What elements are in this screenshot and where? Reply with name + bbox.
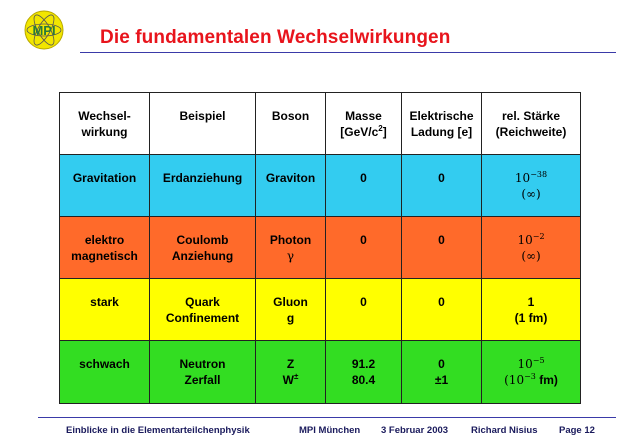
interaction-name: elektro magnetisch <box>59 216 150 279</box>
footer-author: Richard Nisius <box>471 425 538 436</box>
footer-rule <box>38 417 616 418</box>
interactions-table: Wechsel-wirkung Beispiel Boson Masse [GeV… <box>59 92 581 404</box>
example-cell: Erdanziehung <box>149 154 256 217</box>
footer-course: Einblicke in die Elementarteilchenphysik <box>66 425 250 436</box>
strength-cell: 10−38 (∞) <box>481 154 581 217</box>
example-cell: Coulomb Anziehung <box>149 216 256 279</box>
boson-cell: Photon γ <box>255 216 326 279</box>
charge-cell: 0 <box>401 216 482 279</box>
table-row-schwach: schwach Neutron Zerfall Z W± 91.2 80.4 0 ±1 … <box>59 340 581 404</box>
example-cell: Neutron Zerfall <box>149 340 256 404</box>
header-cell: rel. Stärke (Reichweite) <box>481 92 581 155</box>
charge-cell: 0 <box>401 154 482 217</box>
table-row-stark: stark Quark Confinement Gluon g 0 0 1 (1 fm… <box>59 278 581 341</box>
footer-institute: MPI München <box>299 425 361 436</box>
table-row-elektromagnetisch: elektro magnetisch Coulomb Anziehung Photo… <box>59 216 581 279</box>
charge-cell: 0 ±1 <box>401 340 482 404</box>
header-cell: Masse [GeV/c2] <box>325 92 402 155</box>
mass-cell: 0 <box>325 154 402 217</box>
example-cell: Quark Confinement <box>149 278 256 341</box>
interaction-name: stark <box>59 278 150 341</box>
logo-text: MPI <box>32 23 55 38</box>
atom-icon: MPI <box>24 10 64 50</box>
mpi-logo: MPI <box>22 8 66 52</box>
table-row-gravitation: Gravitation Erdanziehung Graviton 0 0 10… <box>59 154 581 217</box>
header-cell: Wechsel-wirkung <box>59 92 150 155</box>
header-cell: Elektrische Ladung [e] <box>401 92 482 155</box>
title-rule <box>80 52 616 53</box>
mass-cell: 0 <box>325 278 402 341</box>
footer-date: 3 Februar 2003 <box>381 425 449 436</box>
header-cell: Boson <box>255 92 326 155</box>
boson-cell: Gluon g <box>255 278 326 341</box>
strength-cell: 10−2 (∞) <box>481 216 581 279</box>
strength-cell: 10−5 (10−3 fm) <box>481 340 581 404</box>
boson-cell: Z W± <box>255 340 326 404</box>
page-title: Die fundamentalen Wechselwirkungen <box>100 27 451 48</box>
mass-cell: 91.2 80.4 <box>325 340 402 404</box>
strength-cell: 1 (1 fm) <box>481 278 581 341</box>
header-cell: Beispiel <box>149 92 256 155</box>
interaction-name: Gravitation <box>59 154 150 217</box>
footer-page: Page 12 <box>559 425 595 436</box>
interaction-name: schwach <box>59 340 150 404</box>
table-header-row: Wechsel-wirkung Beispiel Boson Masse [GeV… <box>59 92 581 155</box>
charge-cell: 0 <box>401 278 482 341</box>
mass-cell: 0 <box>325 216 402 279</box>
boson-cell: Graviton <box>255 154 326 217</box>
